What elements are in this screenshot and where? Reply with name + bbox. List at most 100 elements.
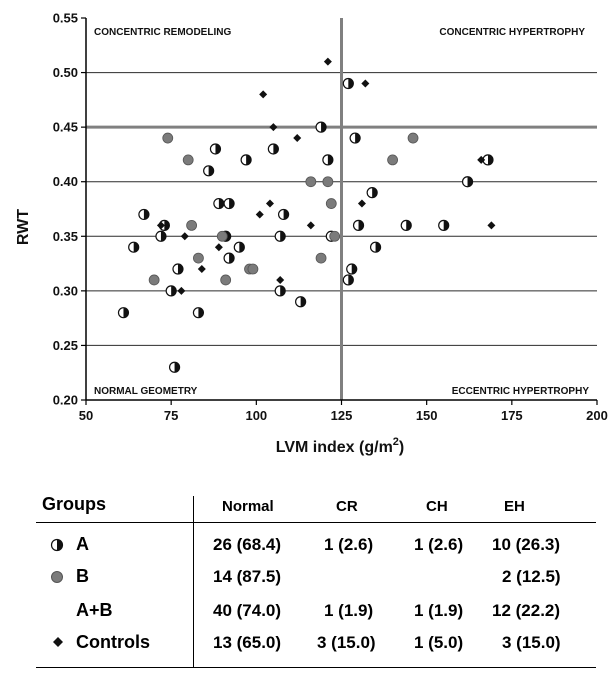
point-group-a: [346, 263, 358, 275]
x-tick-label: 200: [586, 408, 608, 423]
point-group-a: [213, 197, 225, 210]
point-a-half: [443, 220, 449, 231]
point-a-half: [280, 231, 286, 242]
quadrant-label-top-right: CONCENTRIC HYPERTROPHY: [439, 27, 585, 38]
point-a-half: [246, 154, 252, 165]
point-a-half: [327, 154, 333, 165]
point-group-a: [438, 219, 450, 231]
point-a-half: [198, 307, 204, 318]
point-a-half: [467, 176, 473, 187]
table-row-b-group: B: [76, 566, 89, 586]
point-group-a: [369, 241, 382, 253]
point-group-a: [172, 263, 184, 275]
point-group-a: [366, 187, 378, 199]
table-symbol-controls: [53, 637, 63, 647]
point-a-half: [229, 253, 235, 264]
point-a-half: [164, 220, 170, 231]
point-a-half: [406, 220, 412, 231]
table-row-b-eh: 2 (12.5): [502, 567, 561, 586]
point-a-half: [160, 231, 166, 242]
point-b: [322, 176, 334, 188]
point-a-half: [351, 264, 357, 275]
point-a-half: [358, 220, 364, 231]
point-group-a: [165, 285, 177, 297]
table-divider: [193, 496, 194, 668]
point-control: [357, 199, 366, 208]
header-cr: CR: [336, 498, 358, 515]
table-row-controls-cr: 3 (15.0): [317, 633, 376, 652]
point-group-a: [349, 132, 361, 144]
table-row-controls-normal: 13 (65.0): [213, 633, 282, 652]
point-b: [148, 274, 160, 286]
point-a-half: [215, 143, 221, 154]
x-tick-label: 175: [501, 408, 523, 423]
point-a-half: [171, 285, 177, 296]
point-group-a: [168, 361, 181, 373]
point-b: [216, 230, 228, 242]
point-group-a: [295, 296, 307, 308]
table-row-ab-eh: 12 (22.2): [492, 601, 561, 620]
point-control: [269, 123, 278, 132]
point-control: [255, 210, 264, 219]
table-symbol-a: [50, 538, 64, 552]
point-a-half: [143, 209, 149, 220]
point-a-half: [229, 198, 235, 209]
y-tick-label: 0.25: [53, 338, 78, 353]
header-groups: Groups: [42, 494, 107, 514]
point-control: [214, 243, 223, 252]
point-a-half: [487, 154, 493, 165]
table-row-ab-group: A+B: [76, 600, 113, 620]
point-control: [259, 90, 268, 99]
x-tick-label: 100: [245, 408, 267, 423]
table-row-controls-eh: 3 (15.0): [502, 633, 561, 652]
point-group-a: [192, 307, 205, 319]
point-group-a: [223, 197, 235, 210]
table-symbol-b: [51, 571, 63, 583]
point-b: [186, 219, 198, 231]
point-b: [315, 252, 327, 264]
point-a-half: [348, 78, 354, 89]
point-group-a: [203, 165, 215, 177]
point-control: [197, 265, 206, 274]
point-control: [177, 286, 186, 295]
point-b: [162, 132, 174, 144]
point-a-half: [273, 143, 279, 154]
point-a-half: [280, 285, 286, 296]
y-tick-label: 0.30: [53, 283, 78, 298]
point-group-a: [233, 241, 245, 253]
point-group-a: [277, 208, 290, 221]
point-control: [265, 199, 274, 208]
quadrant-label-bottom-right: ECCENTRIC HYPERTROPHY: [452, 386, 590, 397]
point-a-half: [372, 187, 378, 198]
point-a-half: [123, 307, 129, 318]
point-group-a: [240, 154, 252, 166]
point-group-a: [209, 143, 222, 155]
quadrant-label-top-left: CONCENTRIC REMODELING: [94, 27, 231, 38]
y-tick-label: 0.35: [53, 229, 78, 244]
point-control: [293, 134, 302, 143]
point-b: [247, 263, 259, 275]
table-row-ab-normal: 40 (74.0): [213, 601, 282, 620]
x-axis-label: LVM index (g/m2): [276, 436, 405, 456]
y-tick-label: 0.40: [53, 174, 78, 189]
point-group-a: [482, 154, 494, 166]
header-normal: Normal: [222, 498, 274, 515]
point-group-a: [400, 219, 412, 231]
table-row-a-eh: 10 (26.3): [492, 535, 561, 554]
point-b: [182, 154, 194, 166]
point-a-half: [174, 362, 180, 373]
point-a-half: [300, 296, 306, 307]
point-group-a: [267, 143, 279, 155]
table-row-b-normal: 14 (87.5): [213, 567, 282, 586]
table-row-controls-group: Controls: [76, 632, 150, 652]
point-group-a: [274, 285, 286, 297]
point-a-half: [133, 242, 139, 253]
point-control: [477, 155, 486, 164]
point-group-a: [155, 230, 167, 242]
x-tick-label: 125: [331, 408, 353, 423]
point-b: [329, 230, 341, 242]
point-control: [156, 221, 165, 230]
point-group-a: [461, 176, 474, 188]
table-row-a-ch: 1 (2.6): [414, 535, 464, 554]
y-axis-label: RWT: [15, 209, 32, 245]
